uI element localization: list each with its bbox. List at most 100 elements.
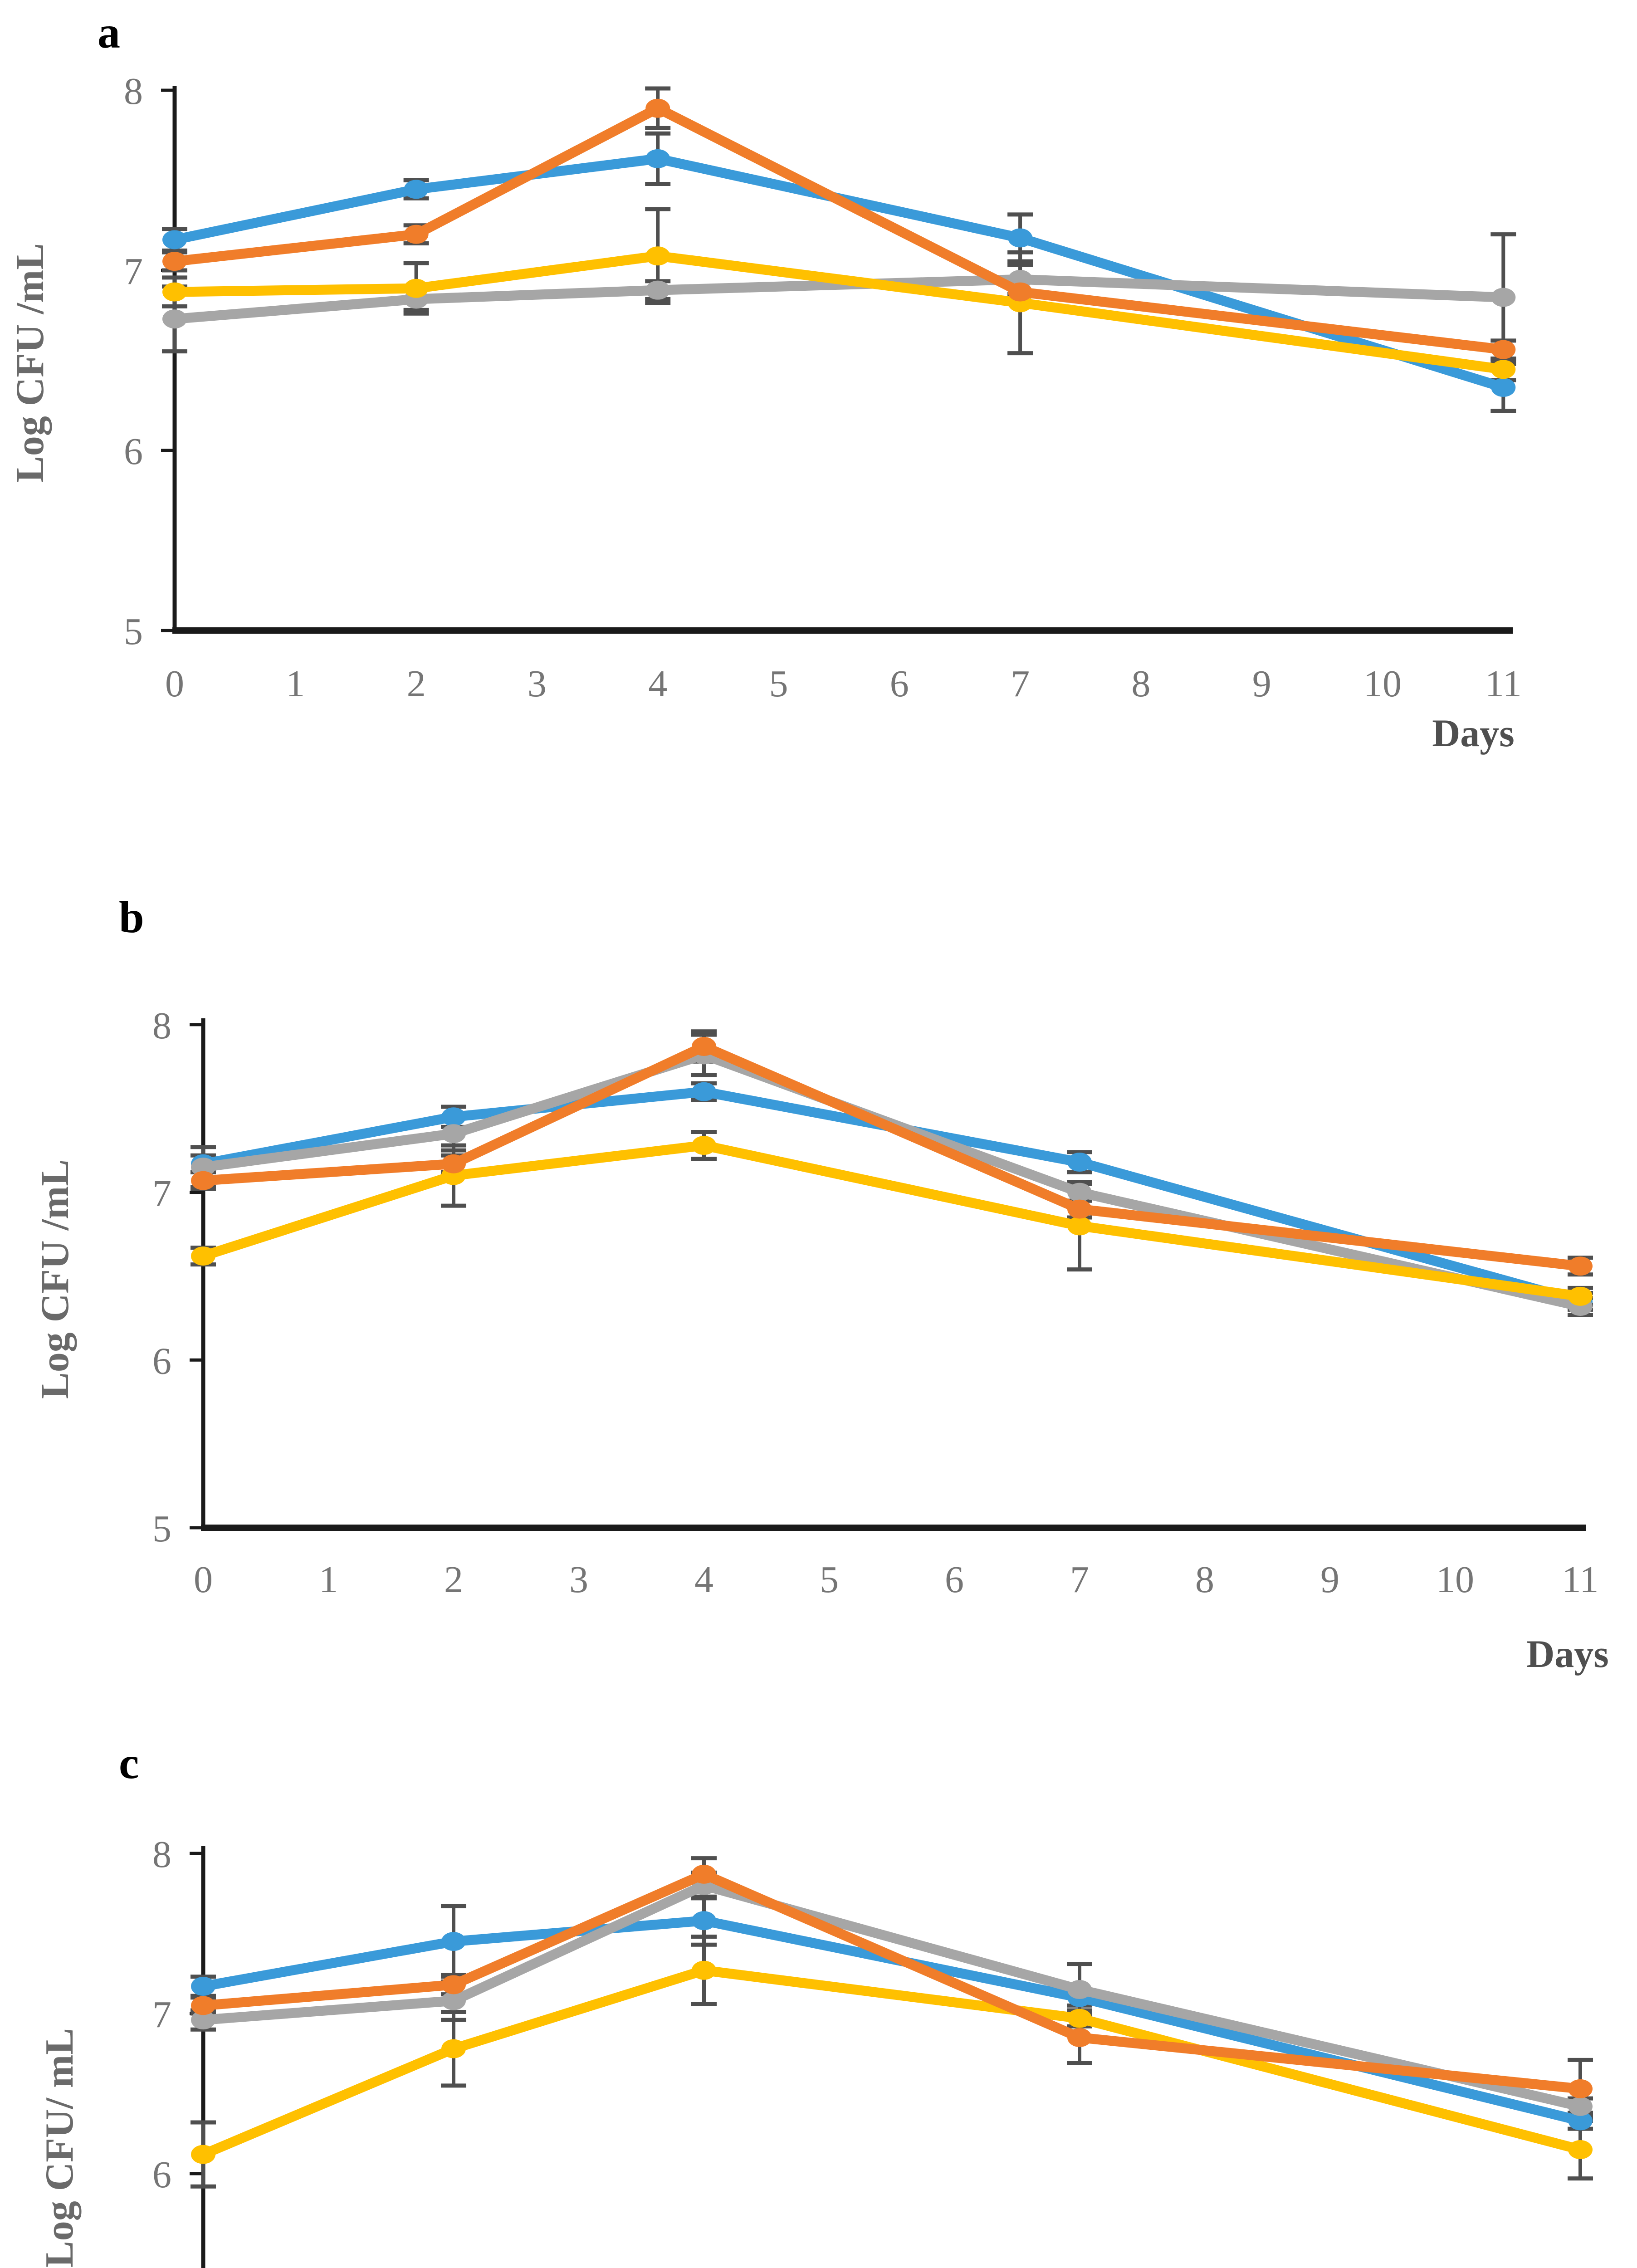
x-tick-label: 0: [165, 663, 184, 705]
x-tick-label: 1: [319, 1559, 338, 1601]
data-point-orange: [441, 1154, 466, 1173]
data-point-orange: [162, 252, 187, 271]
x-tick-label: 2: [444, 1559, 463, 1601]
x-tick-label: 8: [1195, 1559, 1214, 1601]
data-point-gray: [1491, 288, 1516, 307]
x-tick-label: 7: [1011, 663, 1030, 705]
data-point-yellow: [692, 1136, 716, 1155]
data-point-orange: [1008, 282, 1033, 302]
data-point-orange: [645, 98, 670, 118]
data-point-yellow: [441, 2039, 466, 2058]
y-tick-label: 8: [124, 70, 143, 112]
x-tick-label: 4: [694, 1559, 713, 1601]
data-point-yellow: [692, 1960, 716, 1980]
data-point-blue: [441, 1932, 466, 1951]
y-tick-label: 8: [152, 1005, 171, 1047]
x-tick-label: 7: [1070, 1559, 1089, 1601]
data-point-gray: [1568, 2097, 1593, 2116]
data-point-blue: [692, 1082, 716, 1101]
y-tick-label: 6: [124, 430, 143, 473]
x-tick-label: 11: [1485, 663, 1522, 705]
panel-letter-b: b: [119, 892, 144, 942]
data-point-blue: [645, 149, 670, 168]
data-point-yellow: [1568, 2140, 1593, 2160]
x-tick-label: 1: [286, 663, 305, 705]
data-point-orange: [1067, 2028, 1092, 2047]
series-line-orange: [198, 1041, 1585, 1271]
y-axis-title-c: Log CFU/ mL: [38, 2028, 82, 2268]
data-point-orange: [1491, 340, 1516, 359]
x-axis-title-b: Days: [1526, 1632, 1609, 1676]
x-tick-label: 8: [1131, 663, 1150, 705]
x-tick-label: 9: [1320, 1559, 1339, 1601]
x-tick-label: 10: [1436, 1559, 1474, 1601]
y-tick-label: 7: [152, 1173, 171, 1215]
data-point-gray: [1067, 1980, 1092, 1999]
data-point-blue: [692, 1911, 716, 1931]
data-point-orange: [692, 1036, 716, 1056]
x-tick-label: 2: [407, 663, 426, 705]
data-point-yellow: [191, 1246, 215, 1266]
data-point-gray: [162, 309, 187, 329]
y-axis-title-b: Log CFU /mL: [33, 1159, 77, 1399]
data-point-blue: [441, 1107, 466, 1127]
series-line-yellow: [170, 251, 1509, 375]
data-point-gray: [441, 1124, 466, 1144]
series-line-orange: [170, 103, 1509, 355]
x-tick-label: 3: [569, 1559, 588, 1601]
x-tick-label: 11: [1562, 1559, 1599, 1601]
data-point-yellow: [1067, 2009, 1092, 2028]
data-point-blue: [1067, 1153, 1092, 1172]
x-tick-label: 0: [194, 1559, 213, 1601]
data-point-yellow: [1491, 360, 1516, 379]
data-point-orange: [191, 1171, 215, 1190]
x-axis-title-a: Days: [1432, 711, 1515, 755]
series-line-blue: [170, 153, 1509, 393]
data-point-yellow: [162, 282, 187, 302]
data-point-orange: [404, 225, 429, 244]
x-tick-label: 5: [769, 663, 788, 705]
y-tick-label: 6: [152, 1340, 171, 1382]
data-point-blue: [1008, 228, 1033, 248]
data-point-blue: [1568, 2111, 1593, 2131]
data-point-blue: [162, 230, 187, 249]
panel-letter-c: c: [119, 1738, 139, 1788]
y-tick-label: 5: [124, 611, 143, 653]
data-point-yellow: [1568, 1286, 1593, 1306]
y-tick-label: 7: [152, 1994, 171, 2036]
data-point-blue: [1491, 378, 1516, 397]
data-point-orange: [1067, 1199, 1092, 1219]
data-point-gray: [191, 1158, 215, 1177]
data-point-yellow: [404, 279, 429, 298]
x-tick-label: 10: [1363, 663, 1402, 705]
data-point-orange: [1568, 1256, 1593, 1276]
data-point-gray: [441, 1991, 466, 2010]
y-tick-label: 6: [152, 2154, 171, 2196]
data-point-orange: [1568, 2079, 1593, 2098]
x-tick-label: 3: [528, 663, 547, 705]
data-point-yellow: [1067, 1216, 1092, 1236]
y-tick-label: 7: [124, 250, 143, 293]
y-axis-title-a: Log CFU /mL: [8, 243, 52, 483]
x-tick-label: 5: [820, 1559, 839, 1601]
y-tick-label: 8: [152, 1833, 171, 1876]
y-tick-label: 5: [152, 1508, 171, 1550]
data-point-gray: [191, 2010, 215, 2030]
data-point-gray: [1067, 1183, 1092, 1202]
data-point-yellow: [645, 246, 670, 266]
x-tick-label: 4: [648, 663, 667, 705]
x-tick-label: 6: [945, 1559, 964, 1601]
data-point-gray: [645, 280, 670, 300]
data-point-blue: [191, 1976, 215, 1996]
x-tick-label: 9: [1252, 663, 1271, 705]
panel-letter-a: a: [98, 7, 120, 58]
data-point-blue: [404, 180, 429, 199]
x-tick-label: 6: [890, 663, 909, 705]
data-point-yellow: [191, 2145, 215, 2164]
